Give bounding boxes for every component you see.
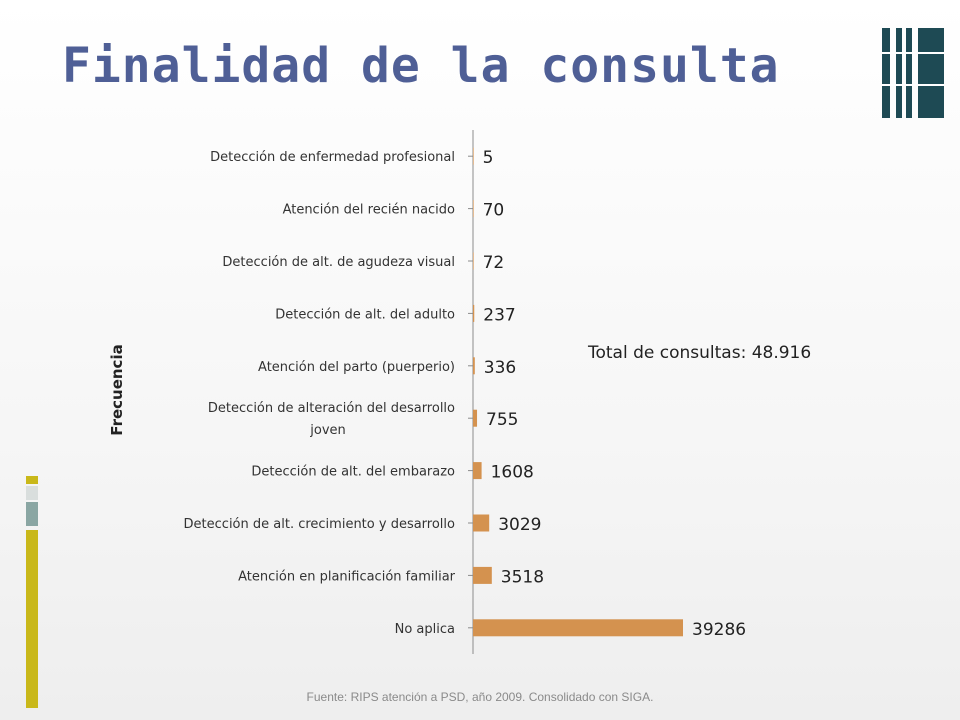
data-label: 1608 xyxy=(491,463,534,483)
category-label: Detección de alt. de agudeza visual xyxy=(222,255,455,270)
category-label: Detección de alt. crecimiento y desarrol… xyxy=(184,517,455,532)
bar xyxy=(473,252,474,270)
bar xyxy=(473,566,492,584)
data-label: 5 xyxy=(483,148,494,168)
category-label: Atención del parto (puerperio) xyxy=(258,360,455,375)
category-label: Detección de alteración del desarrollo xyxy=(208,401,455,416)
category-label: No aplica xyxy=(395,622,455,637)
bar xyxy=(473,514,490,532)
total-consultas-annotation: Total de consultas: 48.916 xyxy=(587,343,811,363)
category-label: Detección de alt. del adulto xyxy=(275,307,455,322)
bar xyxy=(473,304,475,322)
data-label: 39286 xyxy=(692,620,746,640)
data-label: 237 xyxy=(483,305,515,325)
source-footnote: Fuente: RIPS atención a PSD, año 2009. C… xyxy=(306,690,654,704)
data-label: 336 xyxy=(484,358,516,378)
data-label: 72 xyxy=(483,253,505,273)
slide-title: Finalidad de la consulta xyxy=(62,38,780,94)
bar xyxy=(473,619,683,637)
category-label: Detección de alt. del embarazo xyxy=(251,465,455,480)
data-label: 70 xyxy=(483,201,505,221)
side-accent-bar-decoration xyxy=(26,476,38,708)
category-label: Atención en planificación familiar xyxy=(238,569,456,584)
data-label: 755 xyxy=(486,410,518,430)
y-axis-label: Frecuencia xyxy=(108,344,126,435)
category-label: Detección de enfermedad profesional xyxy=(210,150,455,165)
bar xyxy=(473,200,474,218)
bar xyxy=(473,147,474,165)
data-label: 3029 xyxy=(498,515,541,535)
data-label: 3518 xyxy=(501,567,544,587)
corner-stripes-decoration xyxy=(882,28,952,118)
category-label: joven xyxy=(309,423,346,438)
bar xyxy=(473,357,475,375)
category-label: Atención del recién nacido xyxy=(283,203,455,218)
bar xyxy=(473,409,478,427)
bar xyxy=(473,462,482,480)
